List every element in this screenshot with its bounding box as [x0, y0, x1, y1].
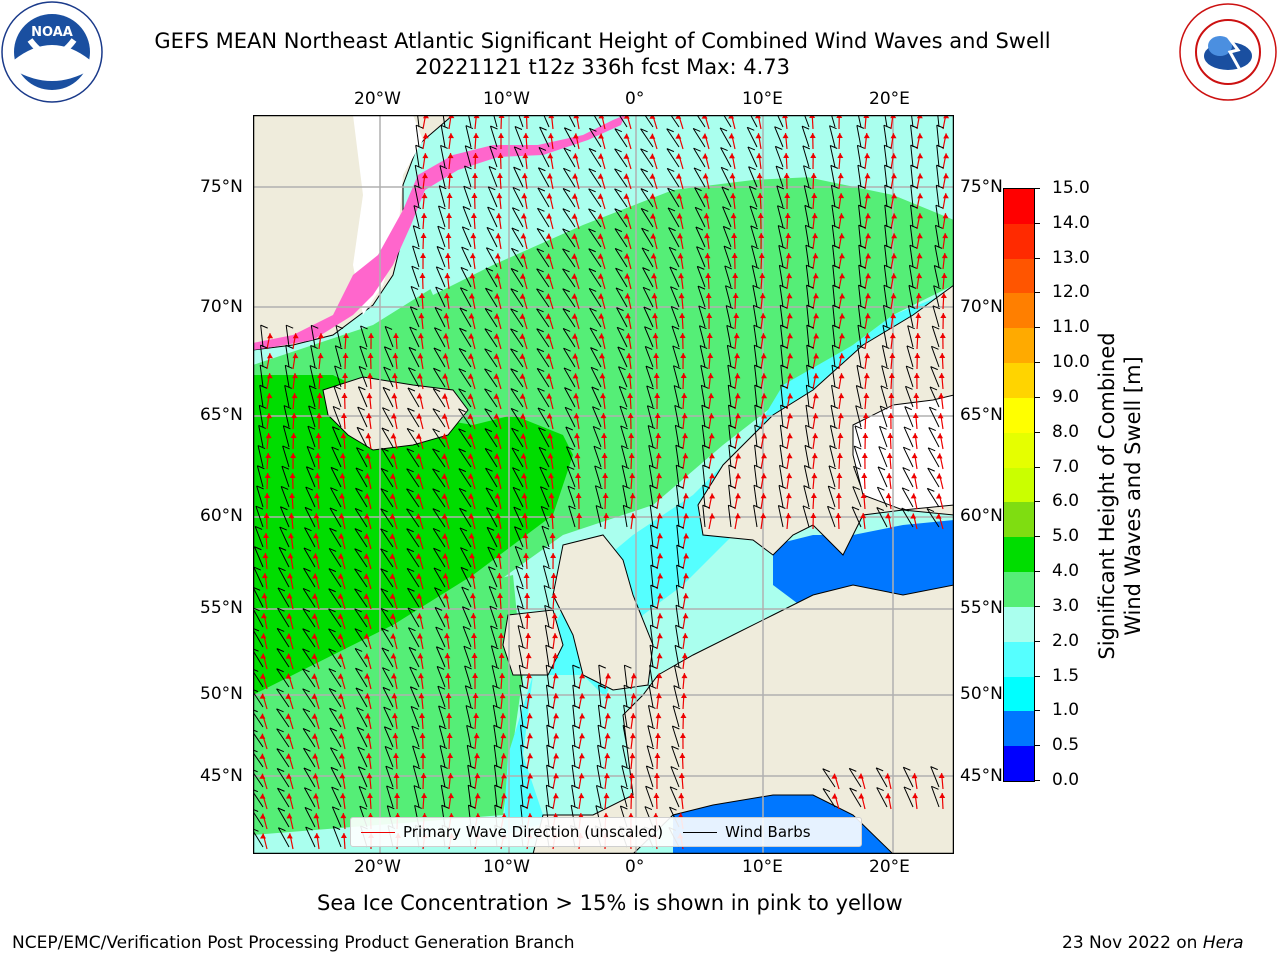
colorbar-tick-mark: [1034, 745, 1040, 746]
colorbar-bin: [1004, 189, 1034, 224]
colorbar-tick-label: 7.0: [1052, 457, 1079, 477]
colorbar-tick-label: 13.0: [1052, 248, 1090, 268]
colorbar-tick-mark: [1034, 780, 1040, 781]
colorbar-bin: [1004, 363, 1034, 398]
title-line-1: GEFS MEAN Northeast Atlantic Significant…: [0, 28, 1205, 54]
colorbar-bin: [1004, 711, 1034, 746]
colorbar-bin: [1004, 746, 1034, 781]
colorbar-tick-label: 12.0: [1052, 282, 1090, 302]
colorbar-tick-label: 2.0: [1052, 631, 1079, 651]
colorbar-tick-mark: [1034, 676, 1040, 677]
colorbar-tick-label: 1.5: [1052, 666, 1079, 686]
lat-label-right-75n: 75°N: [960, 177, 1003, 197]
colorbar-tick-mark: [1034, 467, 1040, 468]
lat-label-left-50n: 50°N: [200, 684, 243, 704]
colorbar-bin: [1004, 677, 1034, 712]
lon-label-top-0: 0°: [625, 89, 644, 109]
colorbar-tick-label: 11.0: [1052, 317, 1090, 337]
footer-host: Hera: [1203, 933, 1244, 953]
colorbar-tick-mark: [1034, 327, 1040, 328]
colorbar-tick-mark: [1034, 641, 1040, 642]
colorbar-bin: [1004, 293, 1034, 328]
lon-label-top-10e: 10°E: [742, 89, 783, 109]
lat-label-left-45n: 45°N: [200, 766, 243, 786]
lat-label-right-60n: 60°N: [960, 506, 1003, 526]
colorbar-bin: [1004, 224, 1034, 259]
colorbar-bin: [1004, 502, 1034, 537]
footer-right: 23 Nov 2022 on Hera: [1062, 933, 1244, 953]
colorbar-tick-mark: [1034, 571, 1040, 572]
colorbar-tick-mark: [1034, 188, 1040, 189]
colorbar-tick-mark: [1034, 397, 1040, 398]
colorbar-tick-label: 10.0: [1052, 352, 1090, 372]
colorbar-tick-mark: [1034, 258, 1040, 259]
legend-label-wind-barbs: Wind Barbs: [725, 823, 810, 841]
lon-label-top-20w: 20°W: [354, 89, 401, 109]
colorbar-tick-label: 5.0: [1052, 526, 1079, 546]
lat-label-left-55n: 55°N: [200, 598, 243, 618]
sea-ice-note: Sea Ice Concentration > 15% is shown in …: [317, 891, 903, 915]
colorbar-tick-label: 6.0: [1052, 491, 1079, 511]
colorbar: [1003, 188, 1035, 782]
colorbar-bin: [1004, 328, 1034, 363]
colorbar-tick-mark: [1034, 606, 1040, 607]
title-line-2: 20221121 t12z 336h fcst Max: 4.73: [0, 54, 1205, 80]
lat-label-right-65n: 65°N: [960, 405, 1003, 425]
colorbar-tick-label: 14.0: [1052, 213, 1090, 233]
legend-swatch-wind-barbs: [683, 832, 717, 833]
colorbar-tick-label: 0.0: [1052, 770, 1079, 790]
colorbar-bin: [1004, 607, 1034, 642]
legend-item-wind-barbs: Wind Barbs: [683, 823, 810, 841]
colorbar-tick-mark: [1034, 536, 1040, 537]
colorbar-tick-label: 1.0: [1052, 700, 1079, 720]
lon-label-bottom-20e: 20°E: [869, 857, 910, 877]
lat-label-right-50n: 50°N: [960, 684, 1003, 704]
lat-label-left-75n: 75°N: [200, 177, 243, 197]
colorbar-bin: [1004, 468, 1034, 503]
legend-swatch-primary-wave: [361, 832, 395, 833]
chart-title: GEFS MEAN Northeast Atlantic Significant…: [0, 28, 1205, 80]
colorbar-tick-mark: [1034, 223, 1040, 224]
lat-label-right-55n: 55°N: [960, 598, 1003, 618]
lon-label-top-20e: 20°E: [869, 89, 910, 109]
colorbar-bin: [1004, 642, 1034, 677]
colorbar-tick-mark: [1034, 710, 1040, 711]
colorbar-tick-mark: [1034, 432, 1040, 433]
lat-label-right-45n: 45°N: [960, 766, 1003, 786]
colorbar-bin: [1004, 572, 1034, 607]
lon-label-bottom-10e: 10°E: [742, 857, 783, 877]
colorbar-bin: [1004, 398, 1034, 433]
colorbar-bin: [1004, 433, 1034, 468]
lat-label-left-70n: 70°N: [200, 297, 243, 317]
colorbar-label-line-1: Significant Height of Combined: [1094, 296, 1120, 696]
colorbar-tick-label: 8.0: [1052, 422, 1079, 442]
lon-label-bottom-10w: 10°W: [483, 857, 530, 877]
colorbar-tick-mark: [1034, 362, 1040, 363]
lat-label-right-70n: 70°N: [960, 297, 1003, 317]
colorbar-tick-label: 15.0: [1052, 178, 1090, 198]
colorbar-tick-label: 9.0: [1052, 387, 1079, 407]
map-legend: Primary Wave Direction (unscaled) Wind B…: [350, 817, 862, 847]
colorbar-tick-label: 0.5: [1052, 735, 1079, 755]
legend-item-primary-wave: Primary Wave Direction (unscaled): [361, 823, 663, 841]
colorbar-label-line-2: Wind Waves and Swell [m]: [1120, 296, 1146, 696]
colorbar-tick-mark: [1034, 292, 1040, 293]
colorbar-bin: [1004, 537, 1034, 572]
lon-label-bottom-0: 0°: [625, 857, 644, 877]
footer-date: 23 Nov 2022 on: [1062, 933, 1203, 953]
lat-label-left-65n: 65°N: [200, 405, 243, 425]
legend-label-primary-wave: Primary Wave Direction (unscaled): [403, 823, 663, 841]
colorbar-tick-label: 4.0: [1052, 561, 1079, 581]
colorbar-tick-mark: [1034, 501, 1040, 502]
footer-left: NCEP/EMC/Verification Post Processing Pr…: [12, 933, 575, 953]
lon-label-top-10w: 10°W: [483, 89, 530, 109]
colorbar-bin: [1004, 259, 1034, 294]
colorbar-tick-label: 3.0: [1052, 596, 1079, 616]
lat-label-left-60n: 60°N: [200, 506, 243, 526]
map-panel: Primary Wave Direction (unscaled) Wind B…: [253, 115, 954, 854]
colorbar-label: Significant Height of Combined Wind Wave…: [1094, 296, 1146, 696]
lon-label-bottom-20w: 20°W: [354, 857, 401, 877]
